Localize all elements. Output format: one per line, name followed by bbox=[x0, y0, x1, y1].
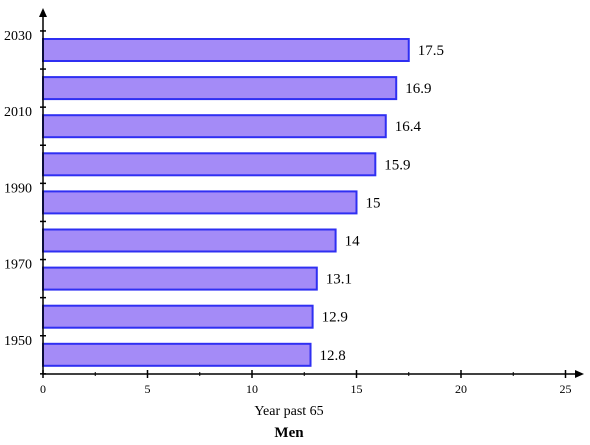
y-tick-label-2030: 2030 bbox=[4, 29, 32, 44]
x-tick-label-15: 15 bbox=[351, 382, 363, 396]
axes-group bbox=[39, 8, 584, 378]
bar-1970 bbox=[42, 266, 318, 291]
bar-1950 bbox=[42, 342, 312, 367]
y-axis-arrow bbox=[39, 8, 47, 17]
y-tick-label-1970: 1970 bbox=[4, 258, 32, 273]
chart-title: Men bbox=[274, 425, 304, 441]
bar-2020 bbox=[42, 76, 398, 101]
bars-group bbox=[42, 38, 410, 367]
x-tick-label-5: 5 bbox=[145, 382, 151, 396]
y-tick-label-1990: 1990 bbox=[4, 181, 32, 196]
bar-2010 bbox=[42, 114, 387, 139]
x-axis-label: Year past 65 bbox=[254, 404, 323, 419]
x-tick-label-20: 20 bbox=[455, 382, 467, 396]
data-label-2030: 17.5 bbox=[418, 43, 444, 59]
data-label-1960: 12.9 bbox=[322, 310, 348, 326]
data-label-2010: 16.4 bbox=[395, 119, 422, 135]
data-label-2000: 15.9 bbox=[384, 157, 410, 173]
x-ticks-group: 0 5 10 15 20 25 bbox=[40, 370, 572, 396]
x-tick-label-10: 10 bbox=[246, 382, 258, 396]
y-tick-label-1950: 1950 bbox=[4, 334, 32, 349]
data-label-1980: 14 bbox=[345, 234, 361, 250]
y-ticks-group: 1950 1970 1990 2010 2030 bbox=[4, 29, 46, 375]
x-axis-arrow bbox=[575, 370, 584, 378]
x-tick-label-25: 25 bbox=[560, 382, 572, 396]
data-label-1990: 15 bbox=[366, 195, 381, 211]
data-label-1950: 12.8 bbox=[320, 348, 346, 364]
bar-1960 bbox=[42, 304, 314, 329]
data-labels-group: 12.8 12.9 13.1 14 15 15.9 16.4 16.9 17.5 bbox=[320, 43, 444, 364]
data-label-1970: 13.1 bbox=[326, 272, 352, 288]
x-tick-label-0: 0 bbox=[40, 382, 46, 396]
bar-2030 bbox=[42, 38, 410, 62]
bar-2000 bbox=[42, 152, 377, 177]
bar-1980 bbox=[42, 228, 337, 253]
data-label-2020: 16.9 bbox=[405, 81, 431, 97]
bar-1990 bbox=[42, 190, 358, 215]
y-tick-label-2010: 2010 bbox=[4, 105, 32, 120]
